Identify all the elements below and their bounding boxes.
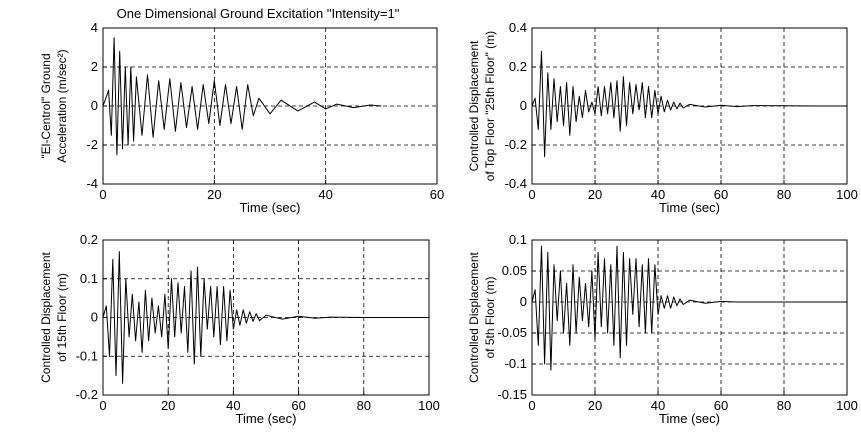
y-tick-label: -0.1 <box>76 348 98 363</box>
y-tick-label: -2 <box>86 137 98 152</box>
x-tick-label: 0 <box>528 187 535 202</box>
y-tick-label: 0 <box>520 294 527 309</box>
x-axis-label: Time (sec) <box>240 200 301 215</box>
x-tick-label: 0 <box>528 398 535 413</box>
y-tick-label: -0.4 <box>505 176 527 191</box>
y-axis-label: Controlled Displacement of Top Floor "25t… <box>467 31 497 181</box>
chart-title: One Dimensional Ground Excitation "Inten… <box>117 6 400 21</box>
y-axis-label: Controlled Displacement of 15th Floor (m) <box>39 251 69 382</box>
y-axis-label-line: Controlled Displacement <box>467 40 481 171</box>
series-line-0 <box>102 251 429 384</box>
x-tick-label: 0 <box>99 398 106 413</box>
x-tick-label: 60 <box>714 398 728 413</box>
x-tick-label: 40 <box>318 187 332 202</box>
y-tick-label: 4 <box>91 20 98 35</box>
x-tick-label: 20 <box>161 398 175 413</box>
5th-floor-displacement-panel: 0 20 40 60 80 100 -0.15 -0.1 -0.05 0 0.05 0.1 Time (… <box>467 232 858 426</box>
x-tick-label: 60 <box>430 187 444 202</box>
y-tick-label: -0.15 <box>497 387 527 402</box>
y-tick-label: 0.4 <box>509 20 527 35</box>
series-line-0 <box>102 37 382 156</box>
x-tick-label: 60 <box>291 398 305 413</box>
x-tick-label: 100 <box>836 187 858 202</box>
x-tick-label: 40 <box>651 398 665 413</box>
y-tick-label: -0.05 <box>497 325 527 340</box>
y-tick-label: 0.1 <box>80 271 98 286</box>
x-tick-label: 80 <box>357 398 371 413</box>
y-tick-label: -0.2 <box>505 137 527 152</box>
y-axis-label-line: "El-Centrol" Ground <box>39 53 53 158</box>
x-tick-label: 100 <box>418 398 440 413</box>
y-tick-label: 0 <box>91 98 98 113</box>
series-line-0 <box>531 245 847 371</box>
y-axis-label-line: Acceleration (m/sec²) <box>55 49 69 162</box>
x-axis-label: Time (sec) <box>659 200 720 215</box>
y-tick-label: -0.2 <box>76 387 98 402</box>
x-tick-label: 0 <box>99 187 106 202</box>
y-tick-label: -0.1 <box>505 356 527 371</box>
y-axis-label-line: of Top Floor "25th Floor" (m) <box>483 31 497 181</box>
y-tick-label: 0.1 <box>509 232 527 247</box>
series-line-0 <box>531 50 847 158</box>
top-floor-displacement-panel: 0 20 40 60 80 100 -0.4 -0.2 0 0.2 0.4 Time (sec) Con… <box>467 20 858 215</box>
15th-floor-displacement-panel: 0 20 40 60 80 100 -0.2 -0.1 0 0.1 0.2 Time (sec) Con… <box>39 232 440 426</box>
x-tick-label: 40 <box>226 398 240 413</box>
y-axis-label-line: of 15th Floor (m) <box>55 273 69 362</box>
x-tick-label: 20 <box>207 187 221 202</box>
y-axis-label-line: of 5th Floor (m) <box>483 276 497 358</box>
y-axis-label-line: Controlled Displacement <box>467 251 481 382</box>
y-axis-label-line: Controlled Displacement <box>39 251 53 382</box>
x-tick-label: 20 <box>588 187 602 202</box>
x-tick-label: 80 <box>777 398 791 413</box>
y-tick-label: 0.05 <box>502 263 527 278</box>
y-tick-label: -4 <box>86 176 98 191</box>
x-tick-label: 40 <box>651 187 665 202</box>
x-axis-label: Time (sec) <box>659 411 720 426</box>
y-tick-label: 0.2 <box>80 232 98 247</box>
axes-box <box>531 239 848 396</box>
y-tick-label: 0 <box>91 310 98 325</box>
y-tick-label: 0.2 <box>509 59 527 74</box>
y-tick-label: 2 <box>91 59 98 74</box>
y-axis-label: Controlled Displacement of 5th Floor (m) <box>467 251 497 382</box>
y-axis-label: "El-Centrol" Ground Acceleration (m/sec²) <box>39 49 69 162</box>
y-tick-label: 0 <box>520 98 527 113</box>
x-tick-label: 60 <box>714 187 728 202</box>
x-tick-label: 80 <box>777 187 791 202</box>
x-tick-label: 100 <box>836 398 858 413</box>
x-tick-label: 20 <box>588 398 602 413</box>
ground-acceleration-panel: 0 20 40 60 -4 -2 0 2 4 Time (sec) "El-Centrol" Gro… <box>39 6 444 215</box>
x-axis-label: Time (sec) <box>236 411 297 426</box>
